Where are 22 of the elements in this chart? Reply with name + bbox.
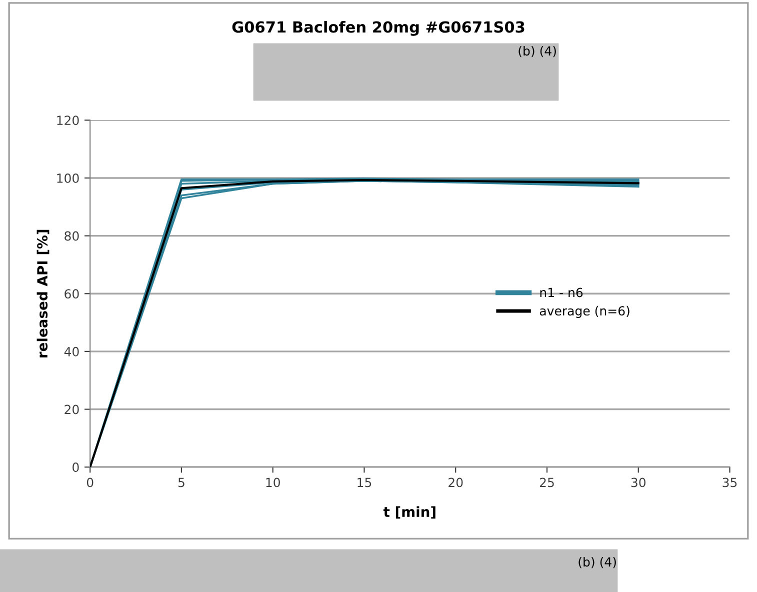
x-tick-label: 35 [722,478,737,488]
legend-label: average (n=6) [540,306,630,318]
chart-title: G0671 Baclofen 20mg #G0671S03 [232,20,524,36]
text: (b) (4) [518,46,556,58]
x-tick-label: 25 [540,478,554,488]
x-axis-title: t [min] [383,506,436,519]
y-tick-label: 80 [64,231,79,241]
x-tick-label: 15 [358,478,372,488]
y-tick-label: 60 [64,289,79,299]
x-tick-label: 5 [178,478,184,488]
legend-label: n1 - n6 [540,288,583,298]
x-tick-label: 0 [86,478,94,488]
x-tick-label: 20 [448,478,463,488]
y-axis-title: released API [%] [36,230,50,358]
y-tick-label: 20 [64,404,79,414]
y-tick-label: 120 [57,116,79,126]
x-tick-label: 30 [631,478,646,488]
y-tick-label: 40 [64,346,79,356]
text: (b) (4) [578,556,616,568]
x-tick-label: 10 [266,478,280,488]
y-tick-label: 100 [57,173,79,183]
y-tick-label: 0 [72,462,79,472]
